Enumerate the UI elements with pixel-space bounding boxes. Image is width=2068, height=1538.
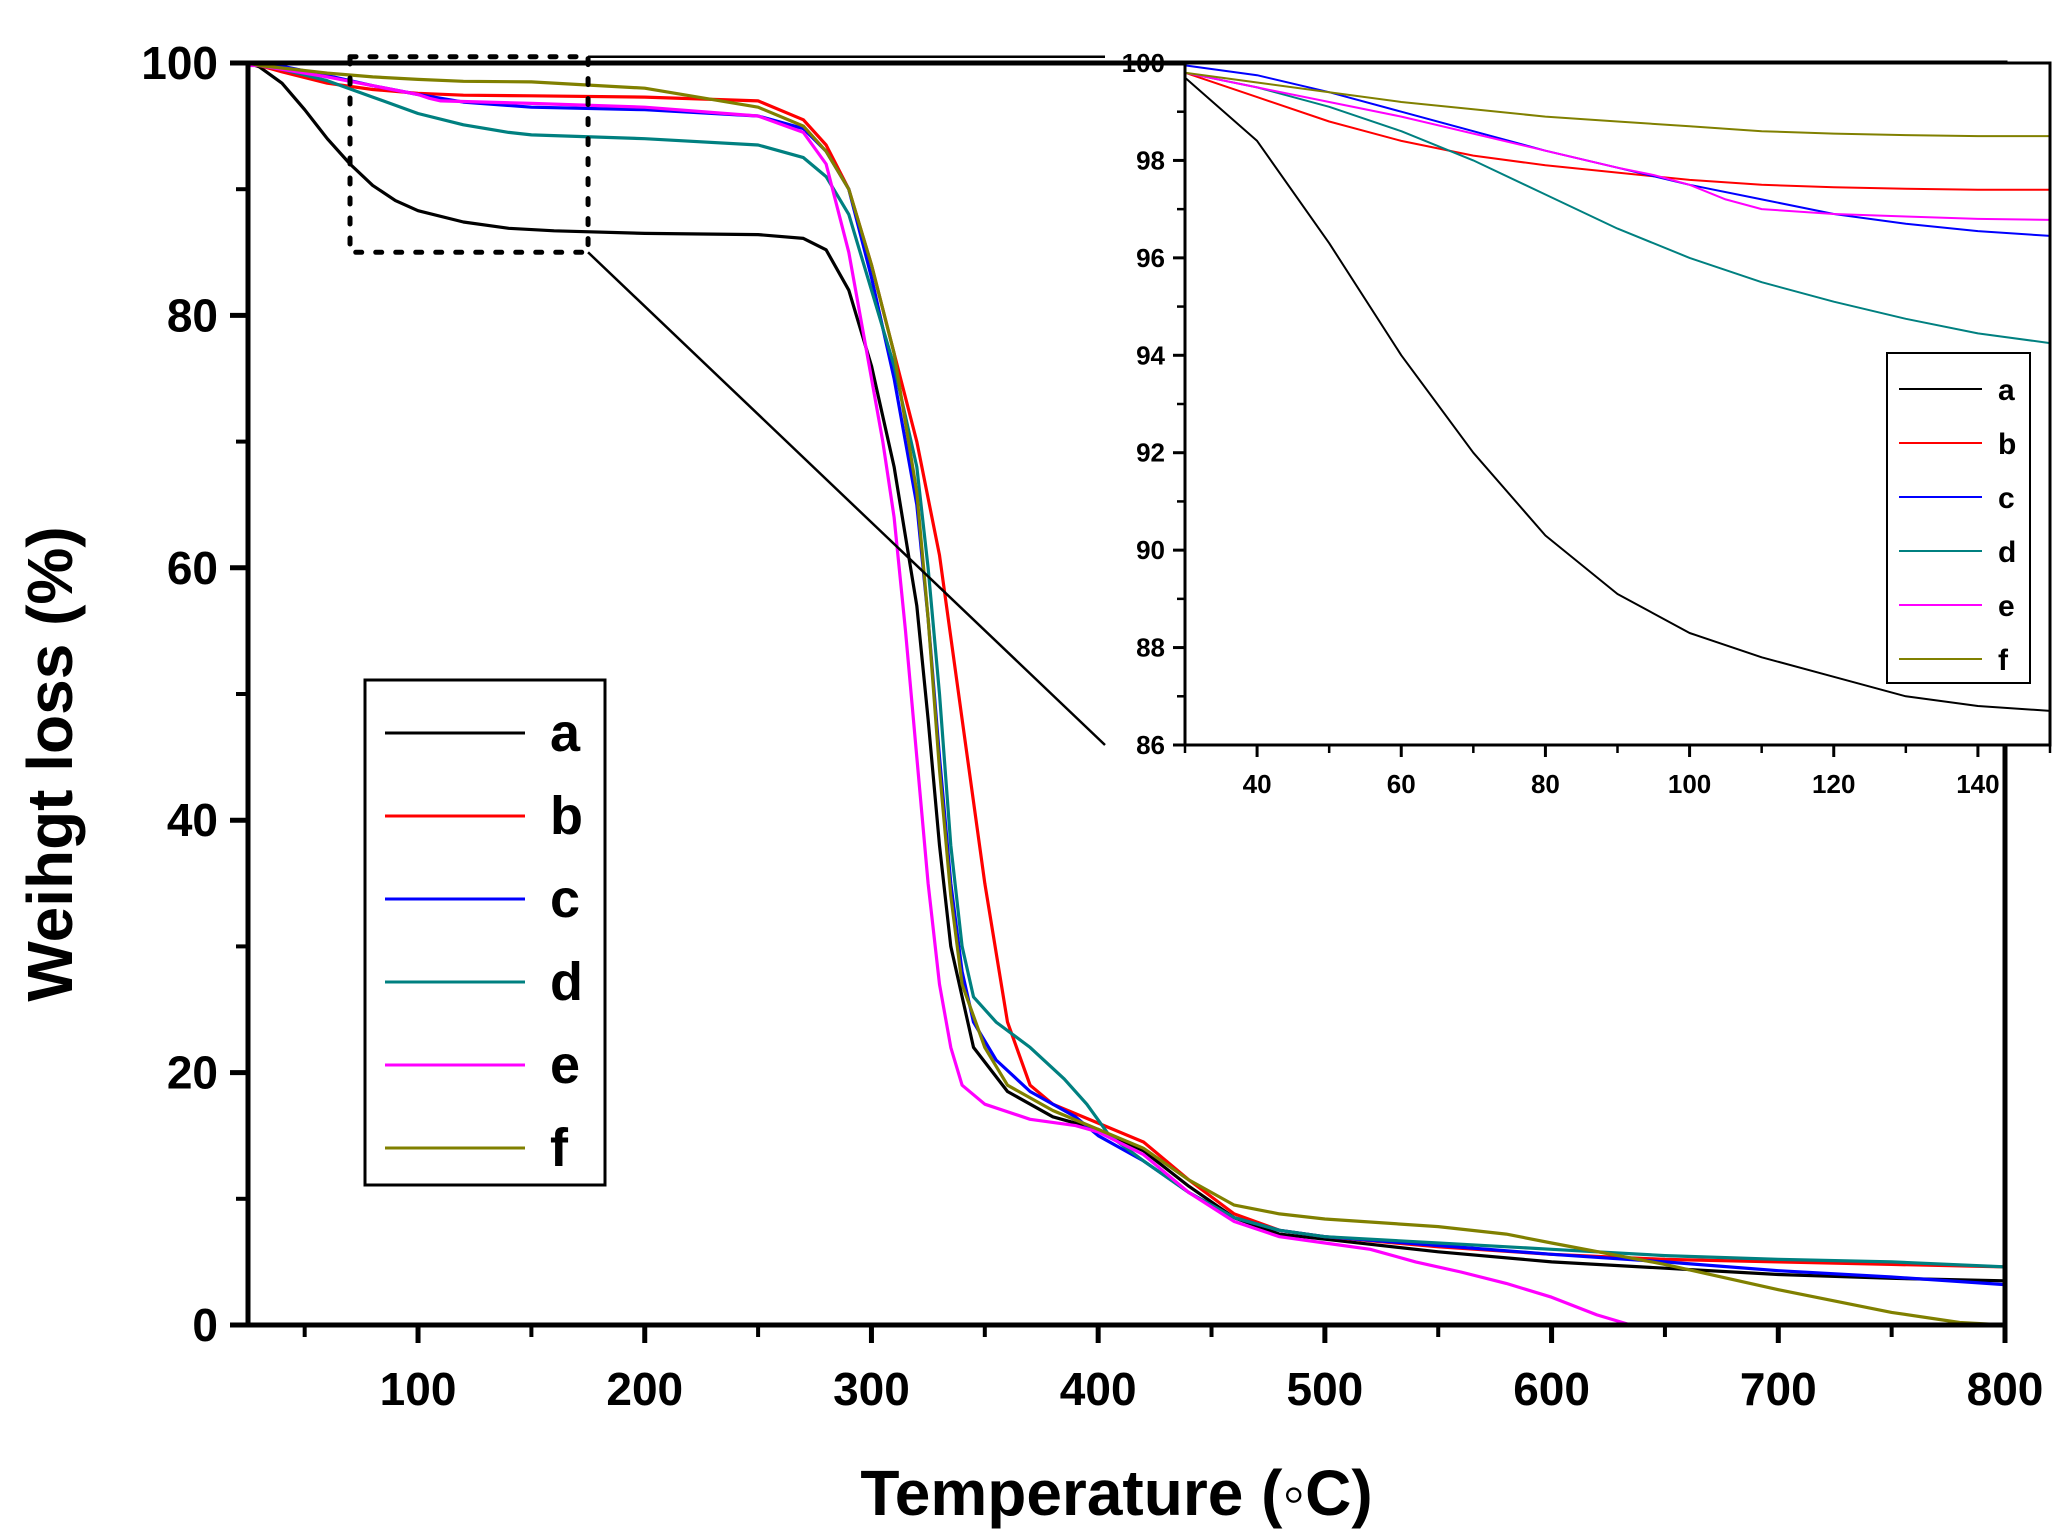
main-x-tick-label: 200 — [606, 1363, 683, 1415]
main-x-tick-label: 500 — [1286, 1363, 1363, 1415]
main-x-tick-label: 600 — [1513, 1363, 1590, 1415]
zoom-indicator — [347, 54, 1106, 746]
main-y-tick-label: 20 — [167, 1047, 218, 1099]
main-y-tick-label: 0 — [192, 1299, 218, 1351]
zoom-region-box — [347, 54, 591, 255]
inset-y-tick-label: 90 — [1136, 535, 1165, 565]
inset-y-tick-label: 98 — [1136, 145, 1165, 175]
main-y-tick-label: 100 — [141, 37, 218, 89]
main-chart: 100 200 300 400 500 600 700 800 0 20 40 60 80 100 Tem… — [14, 37, 2043, 1529]
inset-legend-label-d: d — [1998, 536, 2016, 569]
main-series-a-line — [246, 61, 2007, 1283]
inset-y-tick-label: 94 — [1136, 340, 1165, 370]
main-y-tick-label: 80 — [167, 289, 218, 341]
inset-x-tick-label: 100 — [1668, 769, 1711, 799]
main-series-group — [246, 61, 2007, 1327]
main-series-e-line — [246, 63, 1633, 1327]
inset-series-group — [1184, 64, 2051, 712]
inset-legend-label-f: f — [1998, 644, 2009, 677]
main-x-tick-label: 300 — [833, 1363, 910, 1415]
inset-x-tick-label: 60 — [1387, 769, 1416, 799]
main-series-d-line — [246, 61, 2007, 1269]
inset-legend-label-c: c — [1998, 482, 2015, 515]
inset-x-tick-label: 40 — [1243, 769, 1272, 799]
main-legend-label-a: a — [550, 703, 581, 763]
main-legend-label-b: b — [550, 786, 583, 846]
inset-legend-box — [1886, 352, 2031, 684]
main-y-axis-title: Weihgt loss (%) — [14, 526, 86, 1001]
inset-x-tick-label: 80 — [1531, 769, 1560, 799]
main-axis-ticks: 100 200 300 400 500 600 700 800 0 20 40 60 80 100 — [141, 37, 2043, 1415]
main-x-axis-title: Temperature (◦C) — [860, 1457, 1372, 1529]
inset-series-d-line — [1184, 71, 2051, 345]
inset-legend-label-b: b — [1998, 428, 2016, 461]
main-legend-label-e: e — [550, 1035, 580, 1095]
inset-x-tick-label: 140 — [1956, 769, 1999, 799]
main-x-tick-label: 400 — [1060, 1363, 1137, 1415]
inset-legend-label-e: e — [1998, 590, 2015, 623]
inset-series-a-line — [1184, 76, 2051, 712]
inset-x-tick-label: 120 — [1812, 769, 1855, 799]
inset-series-f-line — [1184, 71, 2051, 138]
inset-plot-frame — [1183, 61, 2052, 747]
main-y-tick-label: 40 — [167, 794, 218, 846]
inset-series-b-line — [1184, 71, 2051, 191]
main-series-f-line — [246, 61, 2007, 1327]
inset-y-tick-label: 100 — [1122, 48, 1165, 78]
inset-legend-label-a: a — [1998, 374, 2015, 407]
main-x-tick-label: 100 — [380, 1363, 457, 1415]
main-x-tick-label: 800 — [1967, 1363, 2044, 1415]
inset-y-tick-label: 92 — [1136, 438, 1165, 468]
main-legend-box — [363, 678, 607, 1187]
main-y-tick-label: 60 — [167, 542, 218, 594]
inset-y-tick-label: 88 — [1136, 633, 1165, 663]
zoom-connector-bottom — [587, 251, 1106, 746]
main-legend-label-d: d — [550, 952, 583, 1012]
main-legend-label-c: c — [550, 869, 580, 929]
inset-series-e-line — [1184, 71, 2051, 221]
inset-y-tick-label: 86 — [1136, 730, 1165, 760]
inset-y-tick-label: 96 — [1136, 243, 1165, 273]
main-legend-label-f: f — [550, 1118, 569, 1178]
inset-axis-ticks: 40 60 80 100 120 140 86 88 90 92 94 96 98 100 — [1122, 48, 2052, 799]
main-x-tick-label: 700 — [1740, 1363, 1817, 1415]
